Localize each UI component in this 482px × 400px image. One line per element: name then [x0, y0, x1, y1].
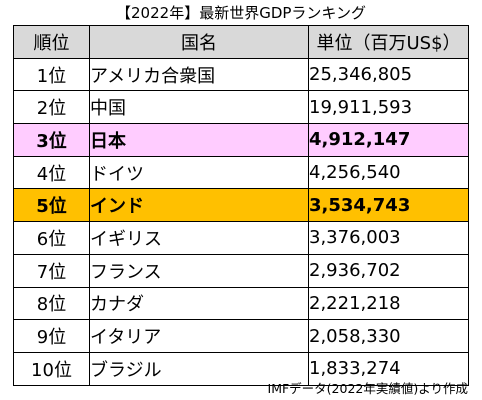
- gdp-cell: 1,833,274: [308, 351, 469, 386]
- source-note: IMFデータ(2022年実績値)より作成: [267, 381, 468, 396]
- rank-cell: 9位: [13, 319, 90, 353]
- table-row: 9位 イタリア 2,058,330: [13, 319, 469, 353]
- header-rank: 順位: [13, 25, 90, 59]
- gdp-cell: 25,346,805: [308, 57, 469, 92]
- gdp-cell: 2,058,330: [308, 319, 469, 353]
- gdp-cell: 2,936,702: [308, 253, 469, 288]
- table-row: 1位 アメリカ合衆国 25,346,805: [13, 57, 469, 92]
- country-cell: アメリカ合衆国: [89, 57, 309, 92]
- table-row-india: 5位 インド 3,534,743: [13, 188, 469, 223]
- table-row: 8位 カナダ 2,221,218: [13, 286, 469, 321]
- rank-cell: 7位: [13, 253, 90, 288]
- country-cell: ドイツ: [89, 155, 309, 190]
- country-cell: イギリス: [89, 221, 309, 255]
- country-cell: 日本: [89, 123, 309, 157]
- header-country: 国名: [89, 25, 309, 59]
- table-row: 7位 フランス 2,936,702: [13, 253, 469, 288]
- gdp-cell: 19,911,593: [308, 90, 469, 125]
- country-cell: ブラジル: [89, 351, 309, 386]
- rank-cell: 2位: [13, 90, 90, 125]
- table-row: 10位 ブラジル 1,833,274: [13, 351, 469, 386]
- gdp-ranking-table: 順位 国名 単位（百万US$） 1位 アメリカ合衆国 25,346,805 2位…: [13, 25, 469, 386]
- header-row: 順位 国名 単位（百万US$）: [13, 25, 469, 59]
- country-cell: 中国: [89, 90, 309, 125]
- country-cell: イタリア: [89, 319, 309, 353]
- country-cell: インド: [89, 188, 309, 223]
- rank-cell: 8位: [13, 286, 90, 321]
- table-row: 6位 イギリス 3,376,003: [13, 221, 469, 255]
- gdp-cell: 2,221,218: [308, 286, 469, 321]
- rank-cell: 4位: [13, 155, 90, 190]
- gdp-cell: 3,376,003: [308, 221, 469, 255]
- country-cell: カナダ: [89, 286, 309, 321]
- rank-cell: 5位: [13, 188, 90, 223]
- table-title: 【2022年】最新世界GDPランキング: [116, 4, 366, 22]
- table-body: 1位 アメリカ合衆国 25,346,805 2位 中国 19,911,593 3…: [13, 57, 469, 386]
- gdp-cell: 4,256,540: [308, 155, 469, 190]
- rank-cell: 3位: [13, 123, 90, 157]
- table-row: 2位 中国 19,911,593: [13, 90, 469, 125]
- rank-cell: 1位: [13, 57, 90, 92]
- table-row: 4位 ドイツ 4,256,540: [13, 155, 469, 190]
- table-header: 順位 国名 単位（百万US$）: [13, 25, 469, 59]
- gdp-cell: 3,534,743: [308, 188, 469, 223]
- country-cell: フランス: [89, 253, 309, 288]
- rank-cell: 6位: [13, 221, 90, 255]
- gdp-cell: 4,912,147: [308, 123, 469, 157]
- table-row-japan: 3位 日本 4,912,147: [13, 123, 469, 157]
- header-gdp: 単位（百万US$）: [308, 25, 469, 59]
- rank-cell: 10位: [13, 351, 90, 386]
